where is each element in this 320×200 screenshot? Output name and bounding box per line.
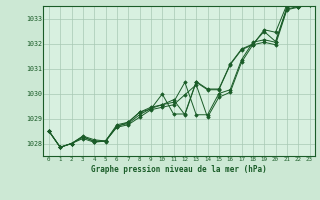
X-axis label: Graphe pression niveau de la mer (hPa): Graphe pression niveau de la mer (hPa) [91,165,267,174]
